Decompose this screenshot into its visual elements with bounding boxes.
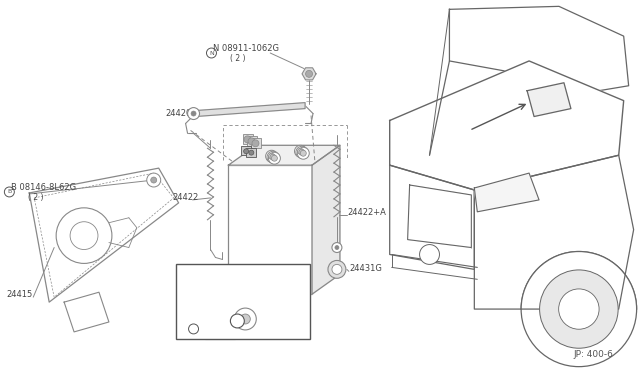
Polygon shape <box>390 61 623 190</box>
Polygon shape <box>474 173 539 212</box>
Text: ( 2 ): ( 2 ) <box>230 54 246 63</box>
Polygon shape <box>408 185 471 247</box>
Circle shape <box>147 173 161 187</box>
Bar <box>246 148 256 157</box>
Text: N 08911-1062G: N 08911-1062G <box>214 44 280 53</box>
Text: 24420: 24420 <box>166 109 192 118</box>
Bar <box>228 165 312 294</box>
Circle shape <box>252 140 259 147</box>
Circle shape <box>332 264 342 274</box>
Polygon shape <box>29 168 179 302</box>
Bar <box>246 137 257 146</box>
Circle shape <box>271 155 277 161</box>
Polygon shape <box>312 145 340 294</box>
Text: B: B <box>191 326 196 331</box>
Bar <box>243 134 253 144</box>
Text: N: N <box>209 51 214 55</box>
Text: B 08146-6162G: B 08146-6162G <box>196 320 261 329</box>
Text: 24410: 24410 <box>196 297 222 306</box>
Circle shape <box>244 136 251 143</box>
Circle shape <box>234 308 256 330</box>
Circle shape <box>244 149 248 154</box>
Circle shape <box>249 150 254 155</box>
Polygon shape <box>196 103 305 116</box>
Bar <box>241 146 251 155</box>
Polygon shape <box>474 155 634 309</box>
Circle shape <box>328 260 346 278</box>
Text: 24431G: 24431G <box>350 264 383 273</box>
Polygon shape <box>228 145 340 165</box>
Circle shape <box>241 314 250 324</box>
Text: 64832N: 64832N <box>234 290 266 299</box>
Circle shape <box>268 152 280 164</box>
Circle shape <box>266 150 278 162</box>
Text: 24415: 24415 <box>6 290 33 299</box>
Text: VQ35DE: VQ35DE <box>184 272 218 281</box>
Circle shape <box>300 150 307 156</box>
Circle shape <box>191 111 196 116</box>
Bar <box>250 138 262 148</box>
Circle shape <box>270 154 276 160</box>
Circle shape <box>420 244 440 264</box>
Circle shape <box>267 151 279 163</box>
Text: JP: 400-6: JP: 400-6 <box>574 350 614 359</box>
Polygon shape <box>64 292 109 332</box>
Text: 24422+A: 24422+A <box>348 208 387 217</box>
Polygon shape <box>449 6 628 91</box>
Circle shape <box>540 270 618 348</box>
Circle shape <box>248 138 255 145</box>
Circle shape <box>335 246 339 250</box>
Circle shape <box>188 108 200 119</box>
Circle shape <box>294 145 307 157</box>
Polygon shape <box>527 83 571 116</box>
Circle shape <box>332 243 342 253</box>
Text: B: B <box>7 189 12 195</box>
Circle shape <box>305 70 312 77</box>
Circle shape <box>521 251 637 367</box>
Text: B: B <box>235 318 240 324</box>
Text: ( 1 ): ( 1 ) <box>212 330 228 339</box>
Circle shape <box>151 177 157 183</box>
Circle shape <box>230 314 244 328</box>
Polygon shape <box>302 68 316 80</box>
Text: 24422: 24422 <box>173 193 199 202</box>
Text: ( 2 ): ( 2 ) <box>28 193 44 202</box>
Polygon shape <box>390 165 474 269</box>
Circle shape <box>298 148 303 154</box>
Circle shape <box>299 149 305 155</box>
Text: B 08146-8L62G: B 08146-8L62G <box>12 183 76 192</box>
Bar <box>175 264 310 339</box>
Circle shape <box>298 147 309 159</box>
Circle shape <box>559 289 599 329</box>
Circle shape <box>296 146 308 158</box>
Circle shape <box>269 153 275 159</box>
